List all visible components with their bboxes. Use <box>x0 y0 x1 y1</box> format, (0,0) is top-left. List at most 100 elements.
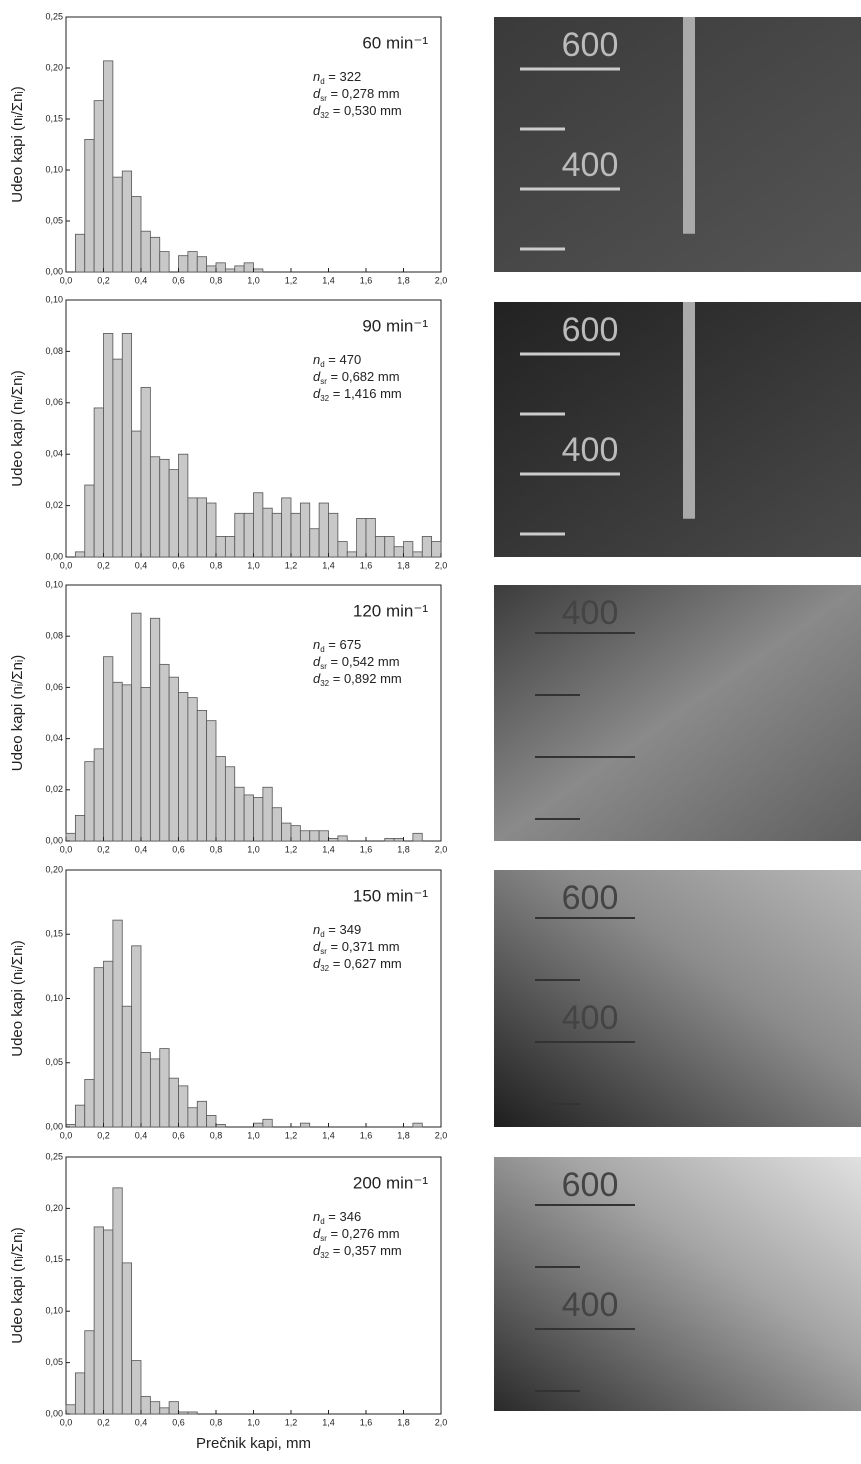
bar <box>384 536 395 558</box>
bar <box>196 256 208 273</box>
y-tick-label: 0,20 <box>45 864 63 874</box>
x-tick-label: 0,8 <box>210 560 223 570</box>
bar <box>187 697 198 842</box>
bar <box>299 1122 311 1128</box>
bar <box>74 1372 86 1415</box>
x-tick-label: 0,0 <box>60 1417 73 1427</box>
y-axis-label: Udeo kapi (nᵢ/Σnᵢ) <box>9 655 26 772</box>
bar <box>328 838 339 842</box>
bar <box>215 536 226 558</box>
x-tick-label: 2,0 <box>435 1130 448 1140</box>
bar <box>393 838 404 842</box>
stat-line: d32 = 0,892 mm <box>313 671 402 688</box>
bar <box>187 497 198 558</box>
stat-line: nd = 346 <box>313 1209 361 1226</box>
bar <box>384 838 395 842</box>
stirrer-shaft <box>683 17 695 234</box>
bar <box>168 1401 179 1415</box>
x-tick-label: 1,6 <box>360 1130 373 1140</box>
bar <box>281 822 292 842</box>
stat-symbol: n <box>313 352 320 367</box>
bar <box>149 1401 161 1415</box>
bar <box>421 536 433 558</box>
bar <box>103 656 114 842</box>
bar <box>206 265 217 273</box>
bar <box>187 1107 198 1128</box>
photo <box>494 585 861 841</box>
bar <box>93 748 104 842</box>
bar <box>290 825 301 842</box>
y-tick-label: 0,10 <box>45 579 63 589</box>
bar <box>253 797 264 842</box>
x-tick-label: 0,0 <box>60 844 73 854</box>
bar <box>93 407 104 558</box>
y-axis-label: Udeo kapi (nᵢ/Σnᵢ) <box>9 86 26 203</box>
x-tick-label: 0,6 <box>172 275 185 285</box>
y-tick-label: 0,20 <box>45 62 63 72</box>
y-tick-label: 0,04 <box>45 449 63 459</box>
bar <box>206 720 217 842</box>
stat-value: = 470 <box>325 352 362 367</box>
stat-subscript: sr <box>320 947 327 956</box>
bar <box>253 268 264 273</box>
x-tick-label: 0,6 <box>172 1417 185 1427</box>
bar <box>140 687 151 842</box>
bar <box>412 832 423 842</box>
photo <box>494 302 861 557</box>
photo-scale-label: 400 <box>562 999 619 1037</box>
stat-symbol: n <box>313 637 320 652</box>
bar <box>93 100 104 273</box>
photo <box>494 17 861 272</box>
x-tick-label: 1,4 <box>322 560 335 570</box>
bar <box>196 497 208 558</box>
bar <box>159 458 170 558</box>
x-tick-label: 0,0 <box>60 275 73 285</box>
stat-value: = 1,416 mm <box>329 386 402 401</box>
y-tick-label: 0,02 <box>45 784 63 794</box>
bar <box>178 453 189 558</box>
bar <box>140 1052 151 1128</box>
x-tick-label: 2,0 <box>435 560 448 570</box>
bar <box>178 255 189 273</box>
bar <box>290 512 301 558</box>
bar <box>168 676 179 842</box>
bar <box>178 1411 189 1415</box>
y-tick-label: 0,00 <box>45 1408 63 1418</box>
bar <box>206 1115 217 1128</box>
bar <box>84 1330 95 1415</box>
bar <box>234 265 245 273</box>
bar <box>149 236 161 273</box>
x-tick-label: 1,0 <box>247 1417 260 1427</box>
stat-value: = 0,542 mm <box>327 654 400 669</box>
bar <box>215 756 226 842</box>
y-tick-label: 0,15 <box>45 113 63 123</box>
bar <box>168 469 179 558</box>
bar <box>84 138 95 273</box>
bar <box>262 1118 273 1128</box>
photo-scale-label: 600 <box>562 311 619 349</box>
stat-value: = 0,530 mm <box>329 103 402 118</box>
y-tick-label: 0,06 <box>45 397 63 407</box>
stat-symbol: d <box>313 1226 321 1241</box>
x-tick-label: 1,2 <box>285 844 298 854</box>
bar <box>84 484 95 558</box>
bar <box>74 233 86 273</box>
bar <box>112 681 123 842</box>
bar <box>309 528 320 558</box>
photo <box>494 870 861 1127</box>
bar <box>309 830 320 842</box>
bar <box>318 502 329 558</box>
y-axis-label: Udeo kapi (nᵢ/Σnᵢ) <box>9 940 26 1057</box>
x-tick-label: 1,4 <box>322 1417 335 1427</box>
bar <box>140 230 151 273</box>
bar <box>374 536 386 558</box>
photo-scale-label: 600 <box>562 879 619 917</box>
x-tick-label: 0,2 <box>97 560 110 570</box>
x-tick-label: 1,0 <box>247 844 260 854</box>
bar <box>224 766 236 842</box>
y-tick-label: 0,00 <box>45 551 63 561</box>
x-tick-label: 1,0 <box>247 275 260 285</box>
bar <box>318 830 329 842</box>
bar <box>271 512 283 558</box>
stat-line: dsr = 0,371 mm <box>313 939 400 956</box>
